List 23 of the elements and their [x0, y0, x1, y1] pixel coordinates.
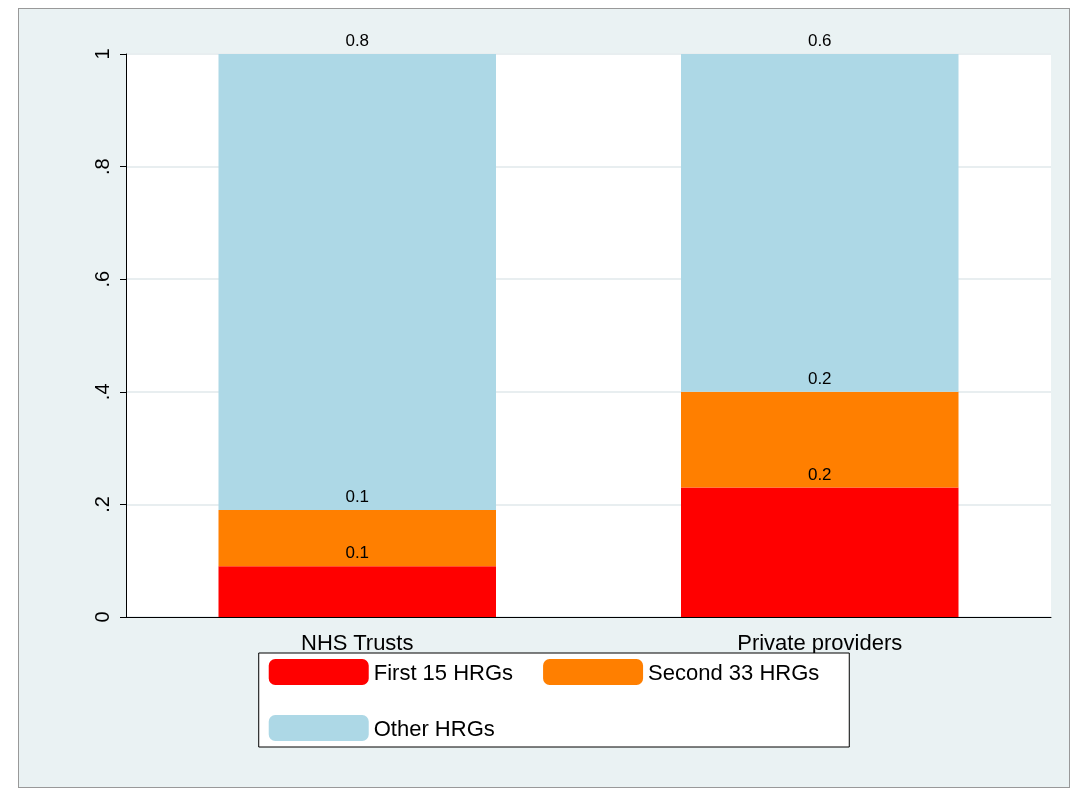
- legend-label: First 15 HRGs: [373, 659, 514, 685]
- data-label: 0.6: [807, 31, 832, 50]
- bar: [218, 510, 496, 567]
- data-label: 0.1: [345, 543, 370, 563]
- x-tick-label: NHS Trusts: [301, 629, 414, 655]
- y-tick-label: .8: [91, 158, 113, 175]
- data-label: 0.8: [345, 31, 370, 50]
- data-label: 0.2: [807, 368, 832, 388]
- data-label: 0.2: [807, 464, 832, 484]
- y-tick-label: 1: [91, 48, 113, 60]
- bar: [218, 54, 496, 511]
- y-tick-label: .6: [91, 270, 113, 288]
- legend-label: Second 33 HRGs: [648, 659, 820, 685]
- data-label: 0.1: [345, 487, 370, 507]
- bar: [681, 54, 959, 392]
- bar: [681, 487, 959, 617]
- bar: [681, 391, 959, 488]
- y-tick-label: 0: [91, 611, 113, 623]
- bar: [218, 566, 496, 617]
- y-tick-label: .2: [91, 496, 113, 513]
- y-tick-label: .4: [91, 383, 113, 401]
- x-tick-label: Private providers: [737, 629, 903, 655]
- legend-label: Other HRGs: [373, 715, 495, 741]
